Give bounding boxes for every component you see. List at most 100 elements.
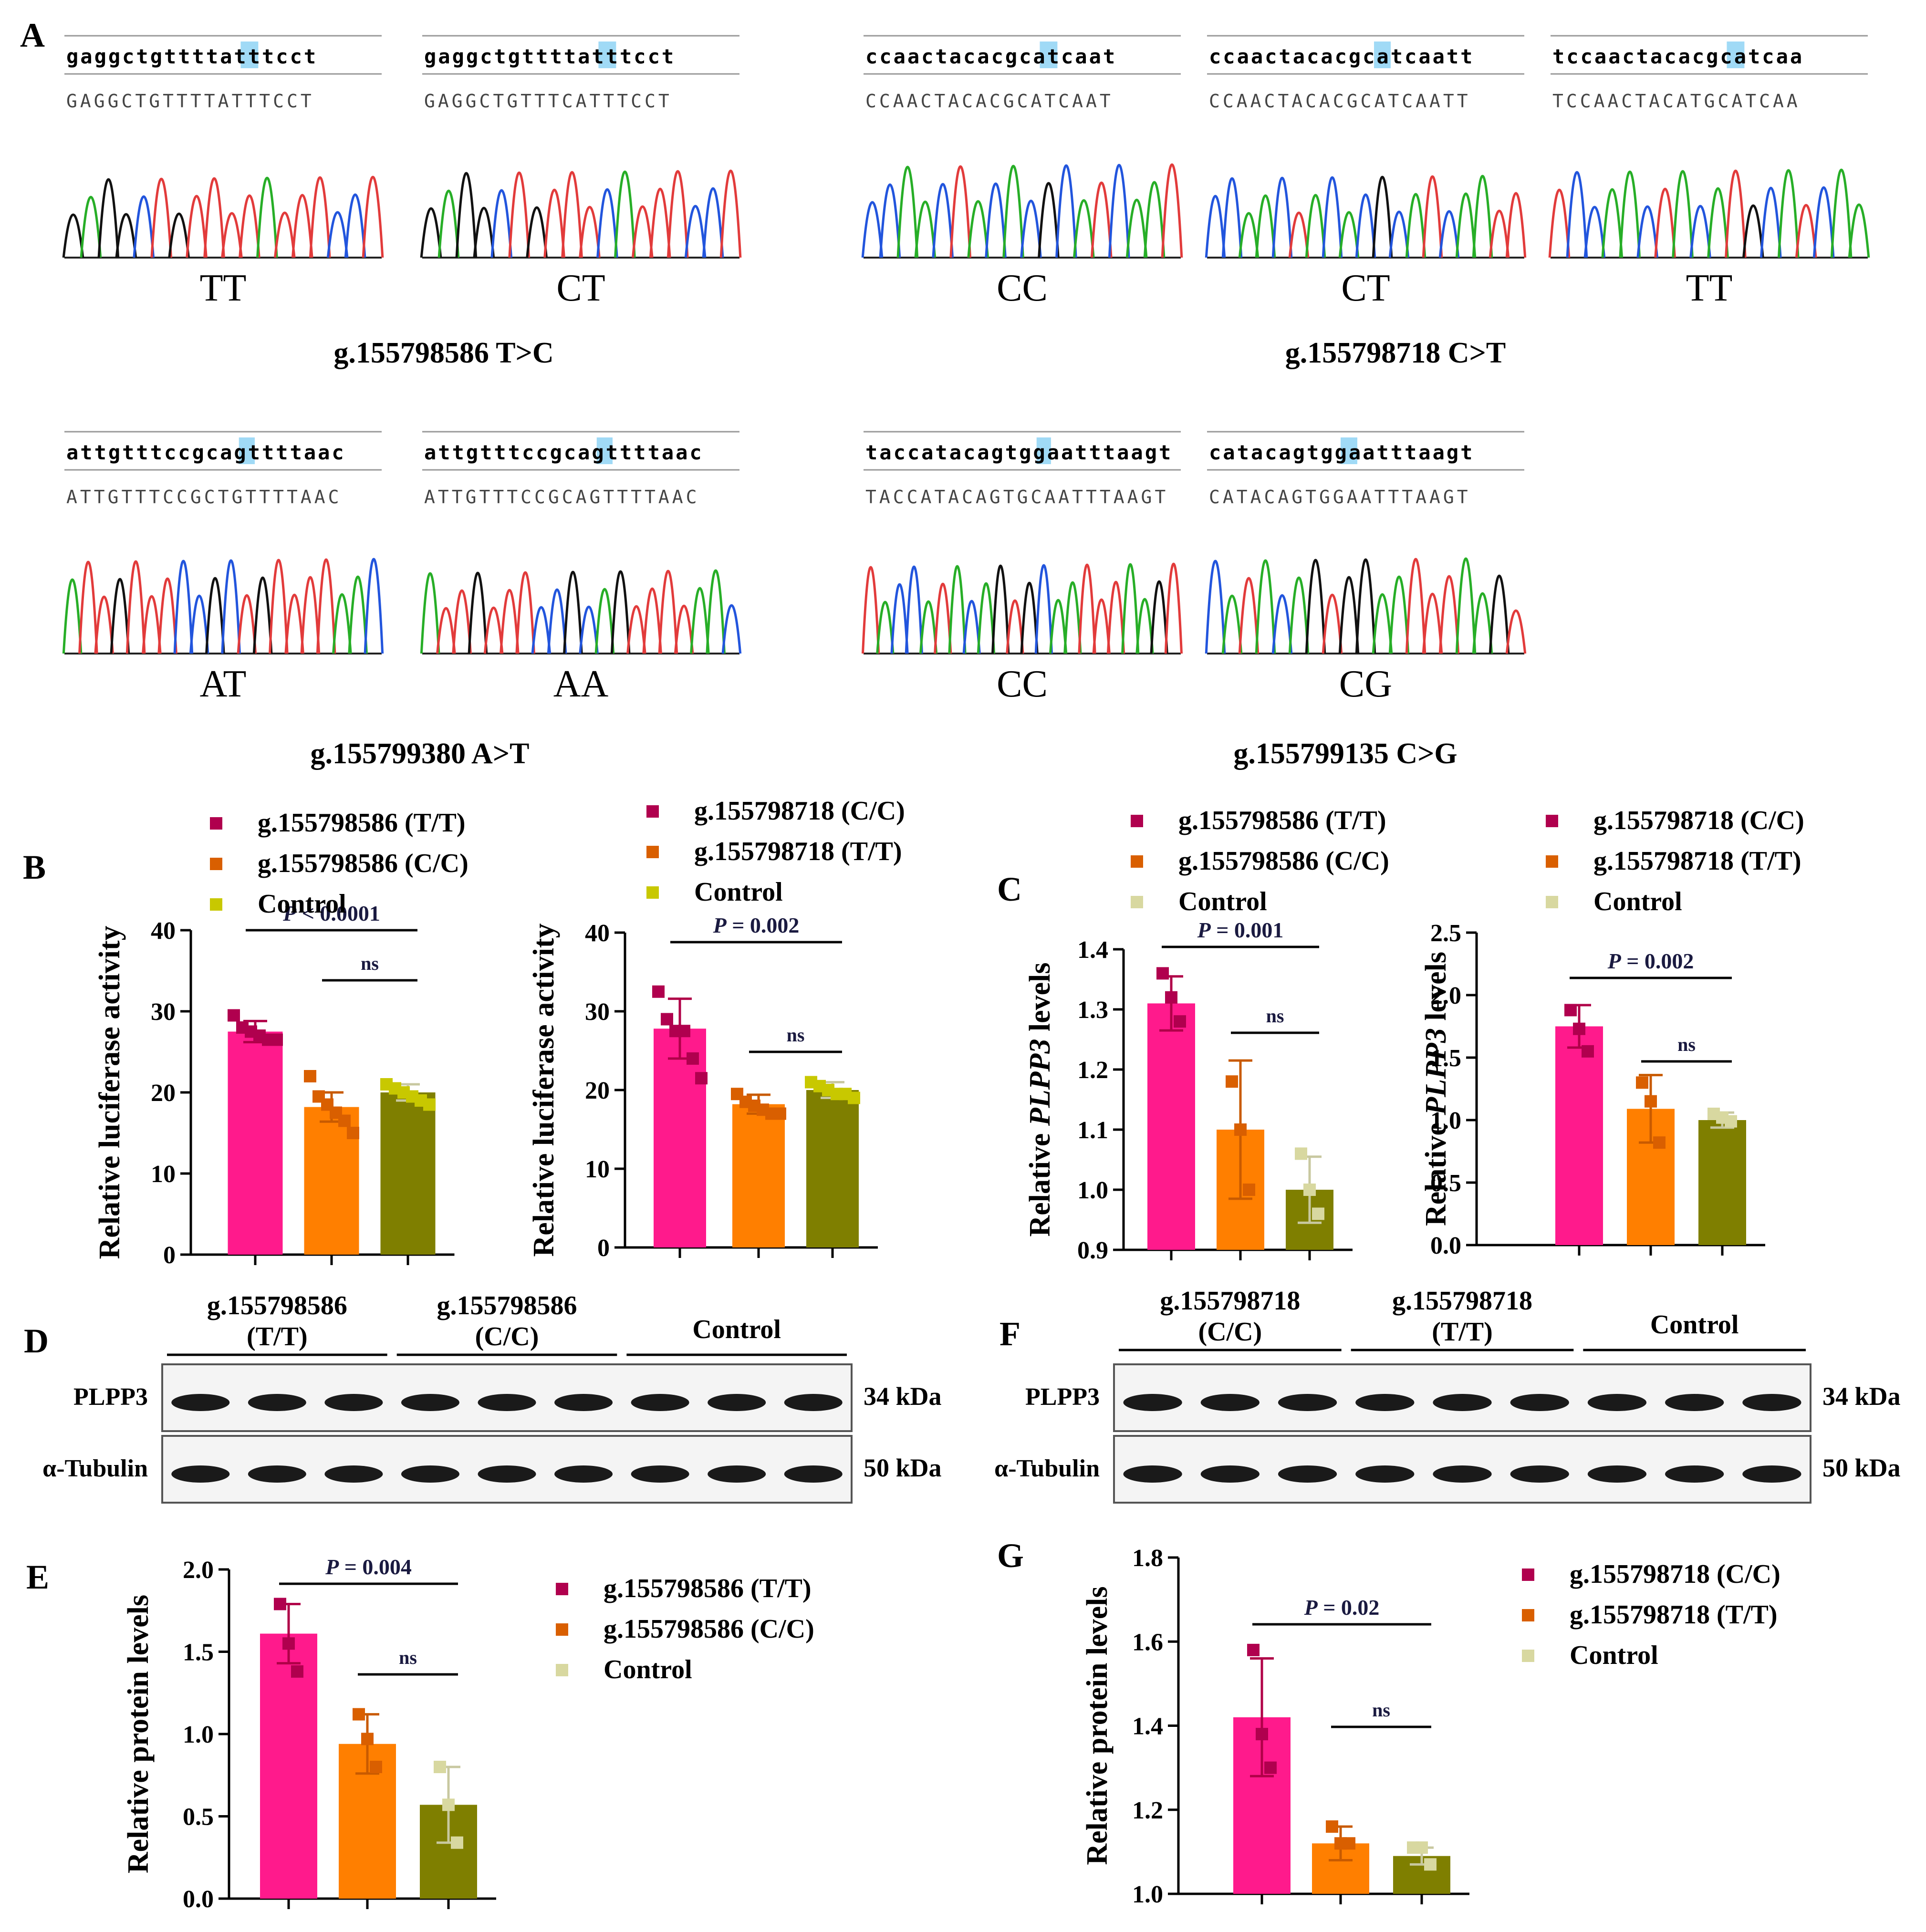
legend-swatch [1131, 855, 1143, 868]
data-point [1653, 1136, 1666, 1149]
trace-peak [1472, 175, 1493, 258]
trace-peak [500, 589, 520, 654]
molecular-weight-label: 34 kDa [1822, 1382, 1901, 1411]
trace-peak [1601, 188, 1624, 258]
trace-peak [561, 171, 583, 258]
trace-peak [1006, 599, 1024, 654]
data-point [678, 1025, 690, 1038]
trace-peak [1322, 593, 1343, 654]
western-blots: g.155798586(T/T)g.155798586(C/C) ControlP… [42, 1286, 1901, 1504]
data-point [271, 1033, 283, 1046]
data-point [304, 1070, 316, 1082]
trace-peak [468, 571, 488, 654]
legend-label: g.155798586 (C/C) [604, 1614, 814, 1644]
trace-peak [437, 189, 460, 258]
legend-swatch [1546, 815, 1558, 827]
trace-peak [1205, 195, 1226, 258]
data-point [1564, 1004, 1577, 1017]
y-tick-label: 10 [585, 1156, 610, 1183]
trace-peak [1338, 211, 1360, 258]
trace-peak [1063, 581, 1082, 654]
trace-peak [316, 558, 336, 654]
trace-peak [1164, 562, 1183, 654]
trace-peak [610, 570, 631, 654]
trace-peak [284, 593, 304, 654]
legend-swatch [1546, 896, 1558, 908]
y-tick-label: 30 [585, 998, 610, 1026]
genotype-label: CC [997, 267, 1048, 309]
y-tick-label: 1.4 [1077, 936, 1108, 964]
reference-sequence: gaggctgttttatttcct [424, 45, 676, 68]
blot-group-genotype: (C/C) [475, 1322, 539, 1351]
data-point [361, 1733, 374, 1745]
p-letter: P [1197, 918, 1211, 942]
trace-peak [1372, 176, 1393, 258]
read-sequence: ATTGTTTCCGCTGTTTTAAC [66, 487, 342, 508]
reference-sequence: catacagtggaatttaagt [1209, 441, 1474, 464]
protein-band [1433, 1394, 1492, 1411]
trace-peak [547, 588, 567, 654]
trace-peak [905, 565, 923, 654]
legend-label: g.155798718 (T/T) [1593, 846, 1801, 876]
trace-peak [420, 572, 440, 654]
trace-peak [1619, 170, 1641, 258]
y-tick-label: 2.0 [1430, 982, 1461, 1009]
trace-peak [1305, 559, 1326, 654]
trace-peak [890, 583, 909, 654]
y-label-part: levels [1024, 962, 1056, 1039]
y-tick-label: 1.5 [1430, 1045, 1461, 1072]
trace-peak [1583, 206, 1606, 258]
trace-peak [221, 559, 241, 654]
trace-peak [1205, 560, 1226, 654]
legend-swatch [646, 886, 659, 899]
ref-highlight [239, 437, 255, 464]
panel-letter-g: G [997, 1537, 1024, 1575]
blot-group-label: g.155798586 [437, 1291, 577, 1320]
chromatogram-2-1: attgtttccgcagttttaac ATTGTTTCCGCAGTTTTAAC… [420, 431, 742, 705]
trace-peak [1830, 168, 1853, 258]
p-rest: = 0.002 [727, 913, 800, 937]
y-label-part: levels [1420, 952, 1452, 1028]
data-point [687, 1052, 699, 1065]
trace-peak [1271, 594, 1293, 654]
chromatogram-2-0: attgtttccgcagttttaac ATTGTTTCCGCTGTTTTAAC… [62, 431, 384, 705]
trace-peak [309, 176, 331, 258]
trace-peak [256, 177, 278, 258]
bar [1147, 1003, 1195, 1250]
protein-band [324, 1394, 383, 1411]
read-sequence: CCAACTACACGCATCAAT [865, 91, 1114, 112]
trace-peak [1759, 187, 1782, 258]
p-letter: P [1304, 1595, 1318, 1620]
protein-band [1355, 1465, 1415, 1483]
reference-sequence: ccaactacacgcatcaat [865, 45, 1117, 68]
genotype-label: CG [1339, 663, 1392, 705]
legend-label: Control [1570, 1641, 1658, 1670]
protein-band [1278, 1394, 1337, 1411]
p-value-label: P < 0.0001 [282, 901, 380, 925]
trace-peak [1742, 204, 1764, 258]
trace-peak [991, 564, 1010, 654]
trace-peak [594, 588, 615, 654]
data-point [347, 1127, 359, 1139]
p-rest: = 0.002 [1621, 949, 1694, 973]
trace-peak [1438, 210, 1460, 258]
data-point [228, 1009, 240, 1022]
trace-peak [62, 213, 84, 258]
trace-peak [1388, 210, 1410, 258]
chart-E: 0.0 0.5 1.0 1.5 2.0 Relative protein levels P … [122, 1555, 814, 1913]
trace-peak [1002, 165, 1024, 258]
legend-label: g.155798718 (C/C) [694, 796, 905, 826]
trace-peak [1355, 193, 1376, 258]
y-tick-label: 2.5 [1430, 920, 1461, 947]
trace-peak [78, 561, 98, 654]
blot-group-label: g.155798718 [1392, 1286, 1532, 1316]
trace-peak [948, 565, 967, 654]
trace-peak [896, 166, 919, 258]
trace-peak [985, 182, 1007, 258]
data-point [274, 1598, 286, 1610]
y-tick-label: 0.0 [183, 1886, 214, 1913]
y-tick-label: 0.9 [1077, 1237, 1108, 1264]
p-letter: P [325, 1555, 339, 1579]
legend-label: g.155798718 (C/C) [1570, 1559, 1780, 1589]
molecular-weight-label: 34 kDa [864, 1382, 942, 1411]
